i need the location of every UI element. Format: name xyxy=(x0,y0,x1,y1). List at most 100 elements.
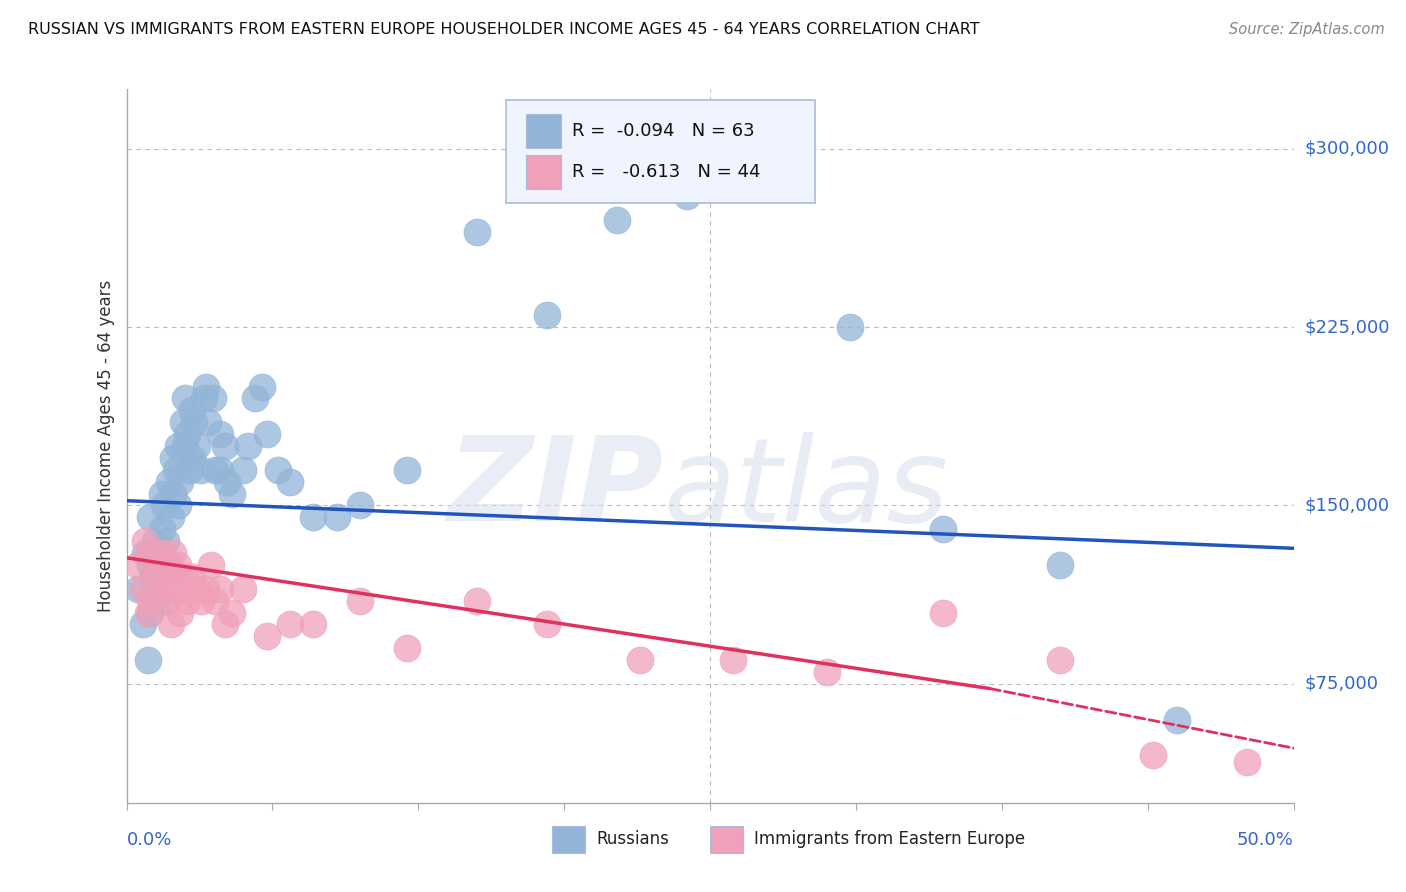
Point xyxy=(141,570,163,584)
Point xyxy=(167,439,190,453)
Text: Immigrants from Eastern Europe: Immigrants from Eastern Europe xyxy=(755,830,1025,848)
Point xyxy=(302,510,325,524)
Point xyxy=(136,606,159,620)
Point xyxy=(221,486,243,500)
FancyBboxPatch shape xyxy=(526,155,561,189)
Point xyxy=(132,617,155,632)
Point xyxy=(143,558,166,572)
Point xyxy=(932,522,955,536)
Point xyxy=(174,392,197,406)
Text: Source: ZipAtlas.com: Source: ZipAtlas.com xyxy=(1229,22,1385,37)
Point xyxy=(153,499,176,513)
Point xyxy=(139,546,162,560)
Point xyxy=(208,427,231,442)
Point xyxy=(1166,713,1188,727)
Point xyxy=(278,617,301,632)
Point xyxy=(162,486,184,500)
Point xyxy=(193,392,215,406)
Point xyxy=(150,546,173,560)
Text: R =  -0.094   N = 63: R = -0.094 N = 63 xyxy=(572,122,755,140)
Point xyxy=(162,546,184,560)
Point xyxy=(1049,558,1071,572)
FancyBboxPatch shape xyxy=(710,826,742,853)
Point xyxy=(395,463,418,477)
Point xyxy=(160,510,183,524)
FancyBboxPatch shape xyxy=(506,100,815,203)
Point xyxy=(176,593,198,607)
Text: ZIP: ZIP xyxy=(447,432,664,546)
Point xyxy=(932,606,955,620)
Point xyxy=(839,320,862,334)
Point xyxy=(208,582,231,596)
Point xyxy=(139,558,162,572)
Point xyxy=(325,510,347,524)
Point xyxy=(236,439,259,453)
Point xyxy=(136,653,159,667)
Point xyxy=(215,475,238,489)
Text: RUSSIAN VS IMMIGRANTS FROM EASTERN EUROPE HOUSEHOLDER INCOME AGES 45 - 64 YEARS : RUSSIAN VS IMMIGRANTS FROM EASTERN EUROP… xyxy=(28,22,980,37)
Point xyxy=(349,593,371,607)
Point xyxy=(180,570,202,584)
FancyBboxPatch shape xyxy=(526,114,561,148)
Point xyxy=(1142,748,1164,763)
Point xyxy=(134,534,156,549)
Point xyxy=(153,582,176,596)
Text: $150,000: $150,000 xyxy=(1305,497,1389,515)
Point xyxy=(256,629,278,643)
Point xyxy=(167,558,190,572)
Text: $225,000: $225,000 xyxy=(1305,318,1391,336)
Point xyxy=(146,593,169,607)
Point xyxy=(194,379,217,393)
Point xyxy=(745,165,768,179)
Text: 0.0%: 0.0% xyxy=(127,831,172,849)
Point xyxy=(267,463,290,477)
Text: $300,000: $300,000 xyxy=(1305,140,1389,158)
Point xyxy=(197,415,219,429)
Text: $75,000: $75,000 xyxy=(1305,675,1379,693)
Point xyxy=(190,463,212,477)
Point xyxy=(256,427,278,442)
Point xyxy=(194,582,217,596)
Text: R =   -0.613   N = 44: R = -0.613 N = 44 xyxy=(572,163,761,181)
Point xyxy=(127,582,149,596)
Point xyxy=(204,593,226,607)
Point xyxy=(243,392,266,406)
Point xyxy=(208,463,231,477)
Point xyxy=(139,593,162,607)
Point xyxy=(675,189,697,203)
Point xyxy=(186,439,208,453)
Point xyxy=(155,593,177,607)
Point xyxy=(174,439,197,453)
Text: Russians: Russians xyxy=(596,830,669,848)
Point xyxy=(723,653,745,667)
Point xyxy=(155,534,177,549)
Point xyxy=(179,463,201,477)
Point xyxy=(190,593,212,607)
Point xyxy=(172,582,194,596)
Point xyxy=(214,439,236,453)
Point xyxy=(628,653,651,667)
Point xyxy=(160,617,183,632)
Point xyxy=(232,463,254,477)
Point xyxy=(221,606,243,620)
Text: 50.0%: 50.0% xyxy=(1237,831,1294,849)
Point xyxy=(167,499,190,513)
Point xyxy=(174,570,197,584)
Point xyxy=(183,415,205,429)
Point xyxy=(395,641,418,656)
Point xyxy=(127,558,149,572)
Point xyxy=(1049,653,1071,667)
Point xyxy=(146,570,169,584)
Point xyxy=(169,475,191,489)
Point xyxy=(536,617,558,632)
Point xyxy=(180,403,202,417)
Point xyxy=(150,486,173,500)
Point xyxy=(232,582,254,596)
Point xyxy=(172,415,194,429)
Point xyxy=(606,213,628,227)
Point xyxy=(214,617,236,632)
Point xyxy=(157,558,180,572)
Point xyxy=(132,582,155,596)
Point xyxy=(176,427,198,442)
Point xyxy=(1236,756,1258,770)
